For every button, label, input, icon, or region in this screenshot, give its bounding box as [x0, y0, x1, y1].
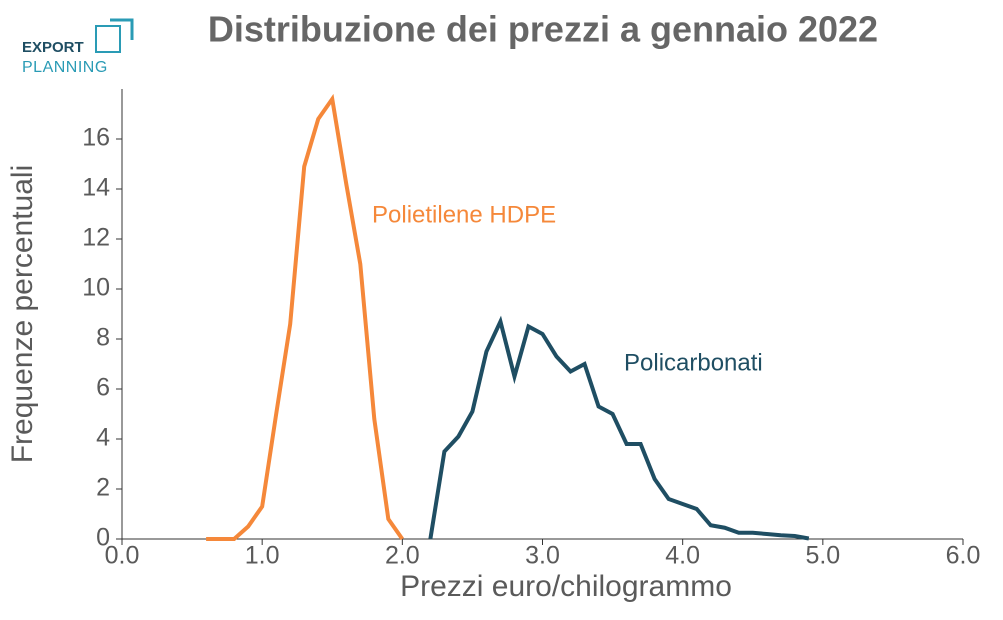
y-tick-label: 12 [82, 224, 110, 252]
y-tick-label: 10 [82, 274, 110, 302]
x-tick-label: 2.0 [385, 542, 420, 570]
y-tick-label: 0 [96, 524, 110, 552]
x-tick-label: 0.0 [105, 542, 140, 570]
y-tick-label: 8 [96, 324, 110, 352]
series-label: Polietilene HDPE [372, 201, 556, 228]
logo-text: EXPORT [22, 39, 84, 56]
x-tick-label: 1.0 [245, 542, 280, 570]
logo: EXPORT PLANNING [22, 18, 134, 76]
y-tick-label: 6 [96, 374, 110, 402]
x-tick-label: 4.0 [665, 542, 700, 570]
logo-text: PLANNING [22, 59, 108, 76]
y-tick-label: 4 [96, 424, 110, 452]
logo-icon [110, 18, 134, 40]
x-tick-label: 6.0 [946, 542, 981, 570]
logo-icon [95, 25, 121, 53]
chart-title: Distribuzione dei prezzi a gennaio 2022 [208, 9, 878, 50]
x-tick-label: 5.0 [805, 542, 840, 570]
x-tick-label: 3.0 [525, 542, 560, 570]
y-tick-label: 14 [82, 174, 110, 202]
y-tick-label: 16 [82, 124, 110, 152]
series-label: Policarbonati [624, 349, 763, 376]
series-line [206, 93, 404, 541]
y-axis-title: Frequenze percentuali [6, 165, 39, 464]
series-line [428, 315, 810, 541]
y-tick-label: 2 [96, 474, 110, 502]
x-axis-title: Prezzi euro/chilogrammo [400, 570, 732, 603]
